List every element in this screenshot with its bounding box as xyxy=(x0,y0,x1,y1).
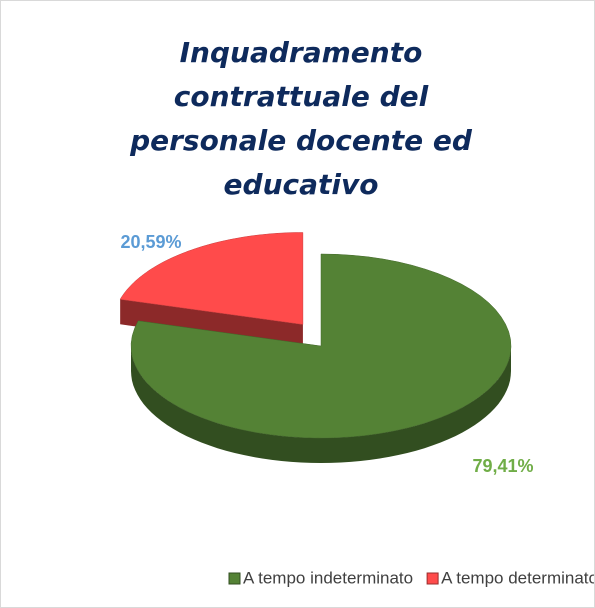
legend-label: A tempo indeterminato xyxy=(243,568,413,587)
legend-label: A tempo determinato xyxy=(441,568,594,587)
slice-side xyxy=(131,346,511,463)
slice xyxy=(119,232,304,325)
slice-side xyxy=(120,299,303,350)
chart-title: Inquadramento contrattuale del personale… xyxy=(130,36,472,201)
legend-swatch xyxy=(426,572,439,585)
data-label: 79,41% xyxy=(472,456,533,476)
legend-swatch xyxy=(228,572,241,585)
data-label: 20,59% xyxy=(120,232,181,252)
slice xyxy=(130,253,512,439)
